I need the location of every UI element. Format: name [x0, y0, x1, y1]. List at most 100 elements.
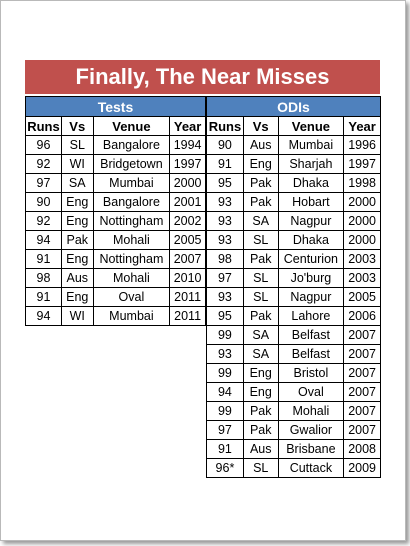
table-row: 92 WI Bridgetown 1997	[25, 154, 206, 174]
venue-cell: Dhaka	[277, 230, 345, 250]
opponent-cell: SA	[242, 325, 279, 345]
opponent-cell: Pak	[242, 401, 279, 421]
year-cell: 2011	[169, 306, 206, 326]
table-row: 96* SL Cuttack 2009	[206, 458, 381, 478]
venue-cell: Oval	[277, 382, 345, 402]
year-cell: 2008	[343, 439, 381, 459]
runs-cell: 99	[206, 363, 244, 383]
year-cell: 2007	[343, 363, 381, 383]
tests-col-year: Year	[169, 116, 206, 136]
venue-cell: Belfast	[277, 325, 345, 345]
year-cell: 2005	[343, 287, 381, 307]
year-cell: 1997	[343, 154, 381, 174]
runs-cell: 90	[25, 192, 62, 212]
opponent-cell: Pak	[242, 420, 279, 440]
year-cell: 2001	[169, 192, 206, 212]
runs-cell: 97	[206, 420, 244, 440]
venue-cell: Mumbai	[92, 173, 171, 193]
runs-cell: 92	[25, 154, 62, 174]
opponent-cell: Eng	[242, 382, 279, 402]
table-row: 92 Eng Nottingham 2002	[25, 211, 206, 231]
runs-cell: 90	[206, 135, 244, 155]
runs-cell: 95	[206, 306, 244, 326]
odis-col-venue: Venue	[277, 116, 345, 136]
opponent-cell: SL	[60, 135, 94, 155]
table-row: 95 Pak Dhaka 1998	[206, 173, 381, 193]
runs-cell: 94	[206, 382, 244, 402]
opponent-cell: Aus	[242, 439, 279, 459]
runs-cell: 97	[206, 268, 244, 288]
table-row: 91 Eng Sharjah 1997	[206, 154, 381, 174]
opponent-cell: SA	[60, 173, 94, 193]
year-cell: 2000	[343, 192, 381, 212]
year-cell: 2000	[343, 230, 381, 250]
odis-col-year: Year	[343, 116, 381, 136]
year-cell: 1996	[343, 135, 381, 155]
opponent-cell: Pak	[242, 249, 279, 269]
opponent-cell: Eng	[242, 363, 279, 383]
table-row: 99 Pak Mohali 2007	[206, 401, 381, 421]
year-cell: 2011	[169, 287, 206, 307]
runs-cell: 96	[25, 135, 62, 155]
year-cell: 2003	[343, 268, 381, 288]
year-cell: 1994	[169, 135, 206, 155]
table-row: 91 Aus Brisbane 2008	[206, 439, 381, 459]
table-row: 94 WI Mumbai 2011	[25, 306, 206, 326]
opponent-cell: Aus	[242, 135, 279, 155]
tests-col-runs: Runs	[25, 116, 62, 136]
runs-cell: 95	[206, 173, 244, 193]
opponent-cell: Pak	[60, 230, 94, 250]
venue-cell: Hobart	[277, 192, 345, 212]
year-cell: 1998	[343, 173, 381, 193]
page-title: Finally, The Near Misses	[25, 60, 380, 94]
table-row: 99 Eng Bristol 2007	[206, 363, 381, 383]
opponent-cell: Eng	[60, 287, 94, 307]
year-cell: 2007	[343, 420, 381, 440]
venue-cell: Nottingham	[92, 249, 171, 269]
table-row: 96 SL Bangalore 1994	[25, 135, 206, 155]
venue-cell: Lahore	[277, 306, 345, 326]
opponent-cell: SA	[242, 344, 279, 364]
odis-col-runs: Runs	[206, 116, 244, 136]
table-row: 93 Pak Hobart 2000	[206, 192, 381, 212]
table-row: 93 SL Dhaka 2000	[206, 230, 381, 250]
venue-cell: Nottingham	[92, 211, 171, 231]
runs-cell: 93	[206, 287, 244, 307]
table-row: 97 SL Jo'burg 2003	[206, 268, 381, 288]
opponent-cell: WI	[60, 154, 94, 174]
year-cell: 2007	[343, 401, 381, 421]
runs-cell: 93	[206, 192, 244, 212]
tests-col-venue: Venue	[92, 116, 171, 136]
year-cell: 2007	[343, 344, 381, 364]
runs-cell: 94	[25, 306, 62, 326]
venue-cell: Nagpur	[277, 287, 345, 307]
table-row: 91 Eng Oval 2011	[25, 287, 206, 307]
runs-cell: 99	[206, 401, 244, 421]
runs-cell: 93	[206, 211, 244, 231]
table-row: 94 Eng Oval 2007	[206, 382, 381, 402]
runs-cell: 96*	[206, 458, 244, 478]
table-row: 93 SA Nagpur 2000	[206, 211, 381, 231]
venue-cell: Nagpur	[277, 211, 345, 231]
year-cell: 1997	[169, 154, 206, 174]
runs-cell: 91	[206, 439, 244, 459]
table-row: 90 Aus Mumbai 1996	[206, 135, 381, 155]
venue-cell: Centurion	[277, 249, 345, 269]
venue-cell: Mohali	[92, 230, 171, 250]
year-cell: 2009	[343, 458, 381, 478]
year-cell: 2002	[169, 211, 206, 231]
venue-cell: Bridgetown	[92, 154, 171, 174]
year-cell: 2000	[343, 211, 381, 231]
opponent-cell: Eng	[60, 192, 94, 212]
tests-col-vs: Vs	[60, 116, 94, 136]
runs-cell: 97	[25, 173, 62, 193]
table-row: 93 SL Nagpur 2005	[206, 287, 381, 307]
year-cell: 2000	[169, 173, 206, 193]
odis-heading: ODIs	[206, 96, 381, 117]
venue-cell: Mohali	[92, 268, 171, 288]
year-cell: 2003	[343, 249, 381, 269]
opponent-cell: WI	[60, 306, 94, 326]
venue-cell: Jo'burg	[277, 268, 345, 288]
table-row: 90 Eng Bangalore 2001	[25, 192, 206, 212]
opponent-cell: Eng	[60, 211, 94, 231]
